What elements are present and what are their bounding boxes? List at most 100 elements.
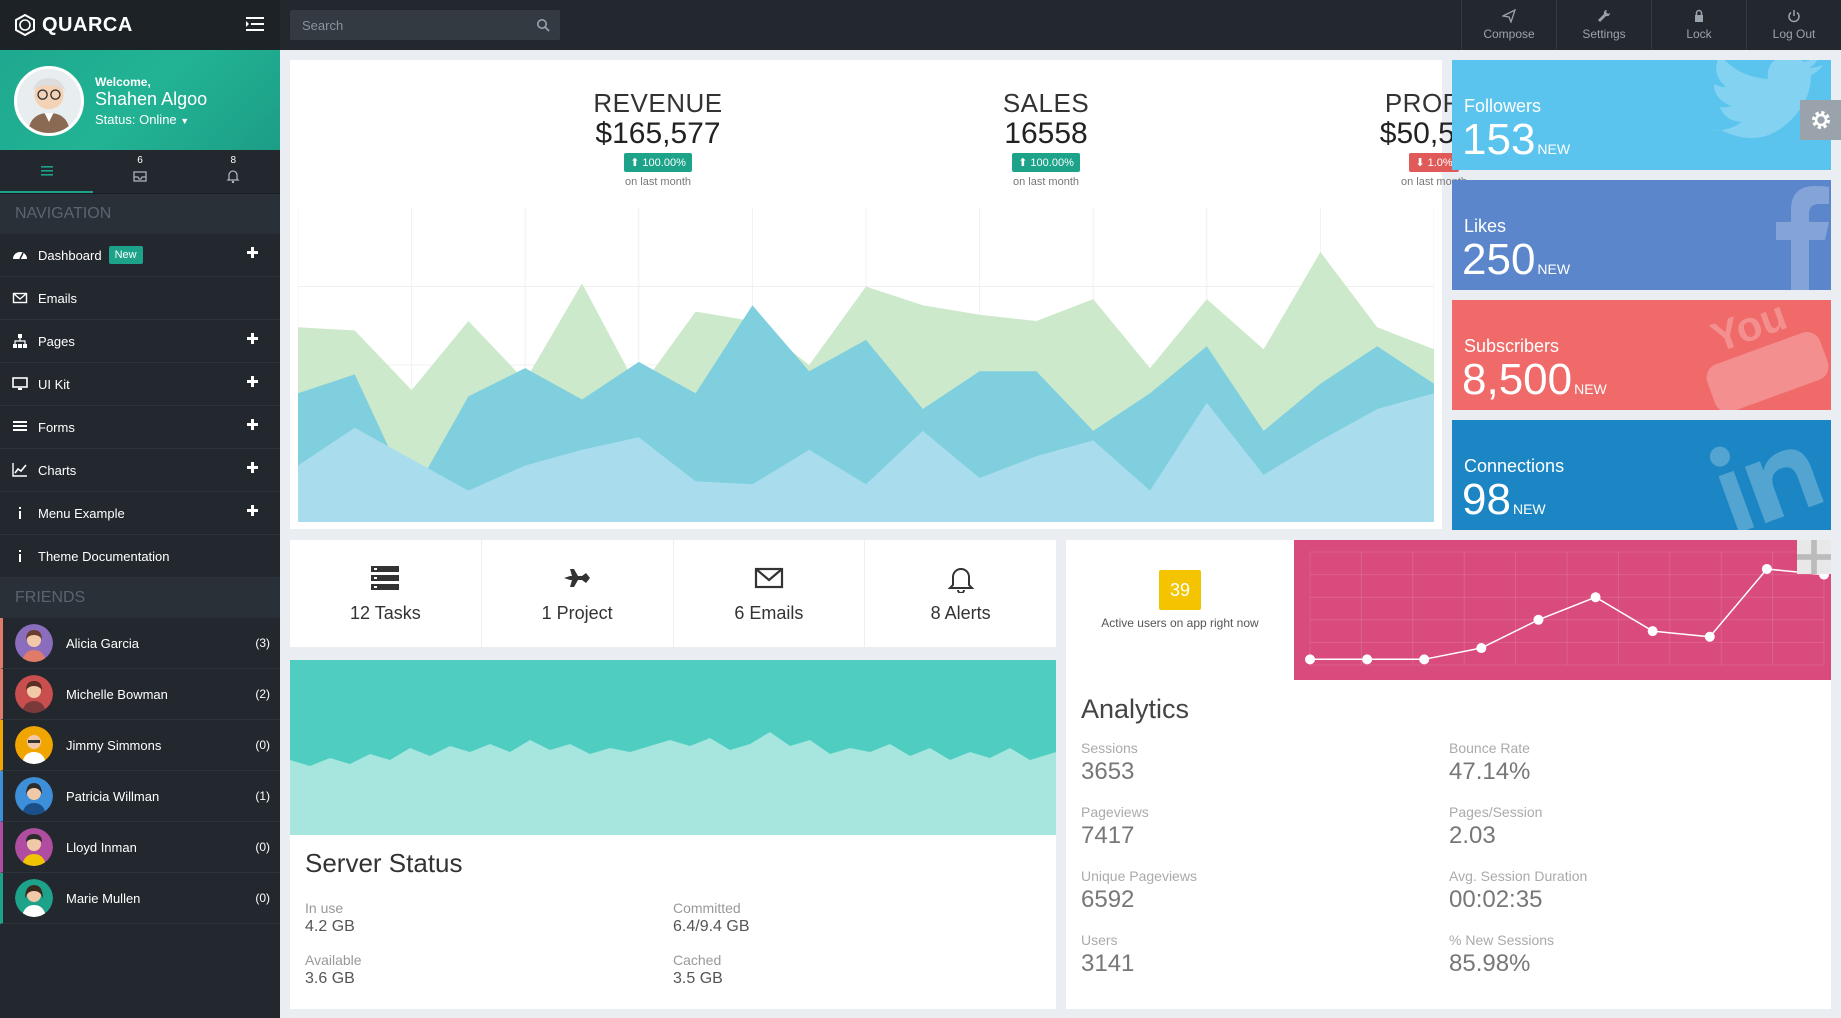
plus-icon[interactable] — [247, 376, 258, 387]
plus-icon[interactable] — [247, 333, 258, 344]
sidebar-item-emails[interactable]: Emails — [0, 277, 280, 320]
pageviews-metric: Pageviews 7417 — [1081, 804, 1149, 850]
tab-notifications[interactable]: 8 — [187, 150, 280, 193]
likes-tile[interactable]: Likes 250 NEW — [1452, 180, 1831, 290]
committed-metric: Committed 6.4/9.4 GB — [673, 900, 750, 936]
project-label: 1 Project — [541, 603, 613, 623]
cached-metric: Cached 3.5 GB — [673, 952, 723, 988]
project-tile[interactable]: 1 Project — [482, 540, 674, 647]
metric-label: Bounce Rate — [1449, 740, 1530, 756]
sidebar-item-charts[interactable]: Charts — [0, 449, 280, 492]
connections-tile[interactable]: Connections 98 NEW — [1452, 420, 1831, 530]
new-badge: New — [108, 246, 143, 264]
sidebar-item-pages[interactable]: Pages — [0, 320, 280, 363]
search-input[interactable] — [290, 10, 560, 40]
brand-name: QUARCA — [42, 13, 133, 36]
arrow-up-icon: ⬆ — [1018, 157, 1028, 169]
tile-value: 8,500 — [1462, 355, 1573, 404]
friend-item[interactable]: Michelle Bowman (2) — [0, 669, 280, 720]
tab-messages[interactable]: 6 — [93, 150, 186, 193]
tile-value: 153 — [1462, 115, 1536, 164]
friend-count: (0) — [255, 738, 270, 752]
data-point — [1476, 643, 1487, 654]
arrow-down-icon: ⬇ — [1415, 157, 1425, 169]
messages-badge: 6 — [137, 155, 143, 166]
tile-suffix: NEW — [1537, 141, 1571, 157]
tile-suffix: NEW — [1537, 261, 1571, 277]
alerts-tile[interactable]: 8 Alerts — [865, 540, 1056, 647]
tasks-icon — [371, 566, 400, 590]
tile-label: Followers — [1464, 96, 1542, 116]
sidebar-item-label: Emails — [38, 290, 78, 306]
revenue-stat: REVENUE $165,577 ⬆ 100.00% on last month — [538, 88, 778, 188]
stat-sub: on last month — [1400, 176, 1468, 188]
friend-item[interactable]: Lloyd Inman (0) — [0, 822, 280, 873]
users-metric: Users 3141 — [1081, 932, 1134, 978]
logo-icon — [15, 14, 35, 36]
analytics-title: Analytics — [1081, 694, 1190, 724]
revenue-area-chart — [298, 208, 1434, 522]
sidebar-item-forms[interactable]: Forms — [0, 406, 280, 449]
followers-tile[interactable]: Followers 153 NEW — [1452, 60, 1831, 170]
list-icon — [13, 421, 27, 431]
top-navbar: QUARCA Compose Settings Lock Log Out — [0, 0, 1841, 50]
lock-label: Lock — [1686, 27, 1712, 41]
sidebar-item-ui-kit[interactable]: UI Kit — [0, 363, 280, 406]
active-users-line-chart — [1305, 551, 1829, 666]
settings-button[interactable]: Settings — [1556, 0, 1651, 50]
stat-value: $165,577 — [595, 117, 721, 150]
tile-suffix: NEW — [1574, 381, 1607, 397]
tasks-tile[interactable]: 12 Tasks — [290, 540, 482, 647]
plus-icon[interactable] — [247, 462, 258, 473]
search-icon[interactable] — [536, 18, 550, 32]
metric-label: Pageviews — [1081, 804, 1149, 820]
sidebar-item-theme-documentation[interactable]: Theme Documentation — [0, 535, 280, 578]
menu-toggle-icon[interactable] — [246, 16, 264, 32]
plus-icon[interactable] — [247, 419, 258, 430]
compose-label: Compose — [1483, 27, 1535, 41]
sidebar-item-dashboard[interactable]: Dashboard New — [0, 234, 280, 277]
logout-button[interactable]: Log Out — [1746, 0, 1841, 50]
lock-button[interactable]: Lock — [1651, 0, 1746, 50]
stat-sub: on last month — [1012, 176, 1080, 188]
sidebar-item-label: Pages — [38, 333, 75, 349]
alerts-label: 8 Alerts — [930, 603, 991, 623]
active-users-chart-panel — [1294, 540, 1831, 680]
subscribers-tile[interactable]: You Subscribers 8,500 NEW — [1452, 300, 1831, 410]
tab-menu[interactable] — [0, 150, 94, 193]
friend-count: (0) — [255, 891, 270, 905]
logout-label: Log Out — [1772, 27, 1816, 41]
plane-icon — [564, 569, 591, 587]
friend-item[interactable]: Marie Mullen (0) — [0, 873, 280, 924]
pages-per-session-metric: Pages/Session 2.03 — [1449, 804, 1542, 850]
avatar[interactable] — [14, 66, 84, 136]
friend-item[interactable]: Jimmy Simmons (0) — [0, 720, 280, 771]
expand-button[interactable] — [1797, 540, 1831, 574]
plus-icon[interactable] — [247, 247, 258, 258]
friend-avatar — [15, 828, 53, 866]
friend-name: Alicia Garcia — [66, 635, 139, 651]
stat-label: REVENUE — [593, 88, 723, 118]
emails-tile[interactable]: 6 Emails — [674, 540, 866, 647]
friend-name: Patricia Willman — [66, 788, 160, 804]
youtube-icon: You — [1705, 300, 1829, 410]
bell-icon — [947, 568, 975, 593]
plus-icon[interactable] — [247, 505, 258, 516]
metric-label: Pages/Session — [1449, 804, 1543, 820]
compose-button[interactable]: Compose — [1461, 0, 1556, 50]
friend-count: (0) — [255, 840, 270, 854]
brand[interactable]: QUARCA — [0, 0, 280, 50]
metric-label: Unique Pageviews — [1081, 868, 1197, 884]
in-use-metric: In use 4.2 GB — [305, 900, 355, 936]
active-users-count: 39 — [1159, 570, 1201, 610]
sidebar-item-menu-example[interactable]: Menu Example — [0, 492, 280, 535]
status-dropdown[interactable]: Status: Online ▼ — [95, 112, 207, 127]
friend-count: (1) — [255, 789, 270, 803]
friend-item[interactable]: Patricia Willman (1) — [0, 771, 280, 822]
emails-label: 6 Emails — [734, 603, 804, 623]
friend-item[interactable]: Alicia Garcia (3) — [0, 618, 280, 669]
analytics-panel: Analytics Sessions 3653 Bounce Rate 47.1… — [1066, 680, 1831, 1009]
settings-toggle[interactable] — [1800, 100, 1841, 140]
metric-value: 85.98% — [1449, 950, 1531, 977]
sessions-metric: Sessions 3653 — [1081, 740, 1138, 786]
